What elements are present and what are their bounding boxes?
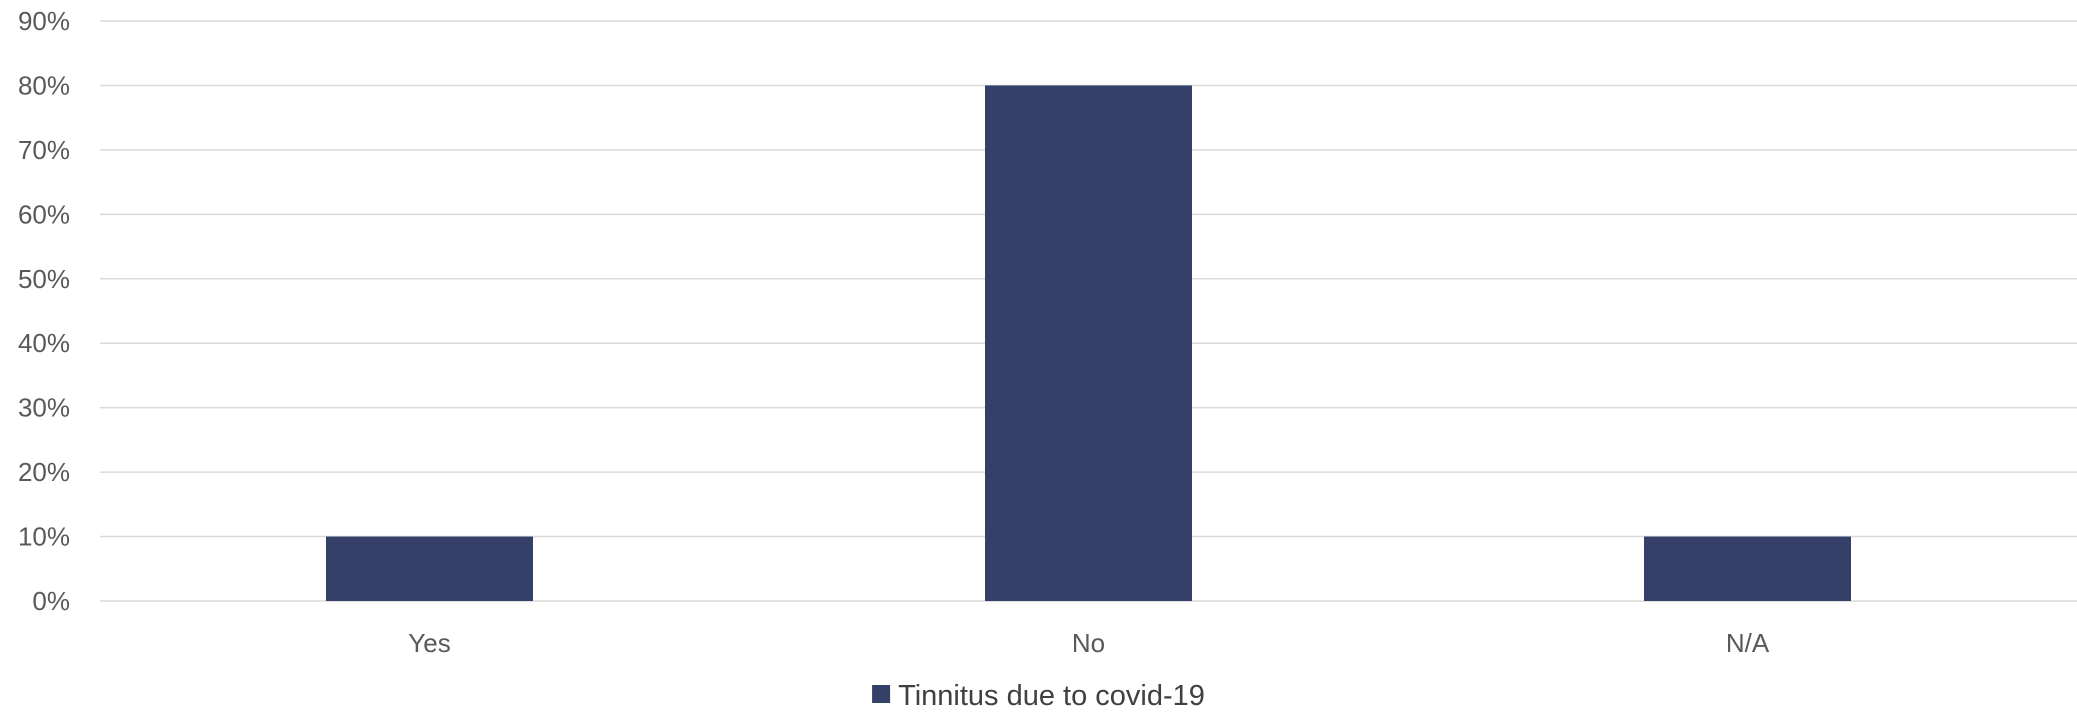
y-tick-label: 80%	[18, 70, 70, 100]
bar-n-a	[1644, 536, 1851, 601]
bar-no	[985, 85, 1192, 601]
y-tick-label: 60%	[18, 199, 70, 229]
y-tick-label: 50%	[18, 264, 70, 294]
legend-label: Tinnitus due to covid-19	[898, 680, 1205, 712]
legend-swatch	[872, 685, 891, 703]
bars	[326, 85, 1851, 601]
bar-yes	[326, 536, 533, 601]
y-tick-label: 10%	[18, 522, 70, 552]
x-tick-label: No	[1072, 628, 1105, 658]
legend: Tinnitus due to covid-19	[872, 680, 1205, 712]
y-tick-label: 40%	[18, 328, 70, 358]
x-tick-label: N/A	[1726, 628, 1770, 658]
y-tick-label: 20%	[18, 457, 70, 487]
x-tick-label: Yes	[408, 628, 450, 658]
y-tick-label: 30%	[18, 393, 70, 423]
y-tick-label: 0%	[32, 586, 70, 616]
x-axis-tick-labels: Yes No N/A	[408, 628, 1770, 658]
y-axis-tick-labels: 0% 10% 20% 30% 40% 50% 60% 70% 80% 90%	[18, 6, 70, 616]
y-tick-label: 70%	[18, 135, 70, 165]
y-tick-label: 90%	[18, 6, 70, 36]
